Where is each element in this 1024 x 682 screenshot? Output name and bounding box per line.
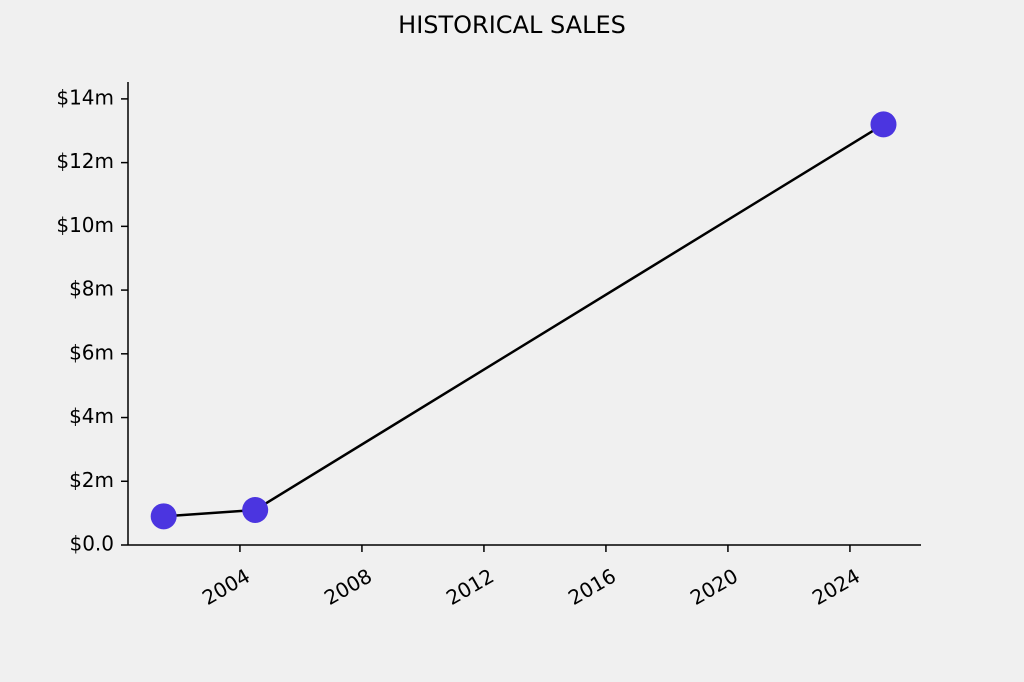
chart-title: HISTORICAL SALES (398, 11, 626, 39)
y-tick-label: $14m (56, 85, 114, 109)
y-tick-label: $6m (69, 340, 114, 364)
y-tick-label: $8m (69, 277, 114, 301)
y-tick-label: $4m (69, 404, 114, 428)
y-tick-label: $10m (56, 213, 114, 237)
marker (870, 111, 897, 138)
y-tick-label: $12m (56, 149, 114, 173)
marker (150, 503, 177, 530)
marker (242, 496, 269, 523)
y-tick-label: $2m (69, 468, 114, 492)
y-tick-label: $0.0 (69, 532, 114, 556)
